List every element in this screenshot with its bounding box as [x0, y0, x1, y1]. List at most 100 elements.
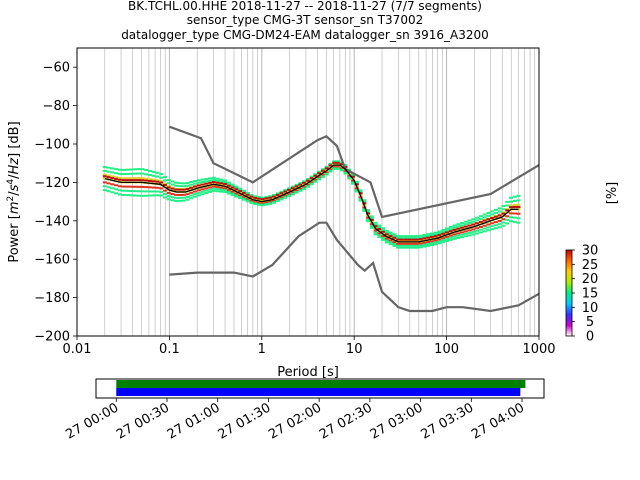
density-mark — [497, 226, 502, 229]
timeline-tick-label: 27 03:00 — [368, 400, 426, 442]
timeline-bars — [116, 380, 526, 396]
density-mark — [320, 173, 325, 176]
density-mark — [114, 168, 119, 171]
density-mark — [482, 216, 487, 219]
density-mark — [102, 175, 107, 178]
timeline-tick-label: 27 00:00 — [63, 400, 121, 442]
density-mark — [362, 199, 367, 202]
density-mark — [335, 161, 340, 164]
density-mark — [505, 218, 510, 221]
density-mark — [505, 200, 510, 203]
density-mark — [253, 196, 258, 199]
density-mark — [298, 183, 303, 186]
density-mark — [407, 246, 412, 249]
density-mark — [366, 218, 371, 221]
density-mark — [136, 172, 141, 175]
density-mark — [253, 201, 258, 204]
density-mark — [230, 190, 235, 193]
density-mark — [407, 244, 412, 247]
colorbar-tick-label: 0 — [586, 330, 594, 345]
density-mark — [219, 180, 224, 183]
density-mark — [508, 196, 513, 199]
density-mark — [501, 205, 506, 208]
density-mark — [238, 197, 243, 200]
density-mark — [422, 245, 427, 248]
density-mark — [324, 167, 329, 170]
density-mark — [497, 210, 502, 213]
density-mark — [418, 244, 423, 247]
density-mark — [437, 234, 442, 237]
density-mark — [467, 221, 472, 224]
density-mark — [208, 179, 213, 182]
density-mark — [102, 181, 107, 184]
density-mark — [448, 225, 453, 228]
density-mark — [332, 167, 337, 170]
density-mark — [196, 194, 201, 197]
density-mark — [463, 223, 468, 226]
density-mark — [166, 195, 171, 198]
density-mark — [381, 238, 386, 241]
density-mark — [433, 235, 438, 238]
density-mark — [441, 239, 446, 242]
density-mark — [475, 216, 480, 219]
density-mark — [309, 178, 314, 181]
density-mark — [268, 195, 273, 198]
density-mark — [264, 203, 269, 206]
density-mark — [174, 181, 179, 184]
density-mark — [508, 200, 513, 203]
density-mark — [129, 179, 134, 182]
density-mark — [516, 199, 521, 202]
density-mark — [328, 164, 333, 167]
density-mark — [441, 232, 446, 235]
density-mark — [140, 179, 145, 182]
timeline-tick-label: 27 01:00 — [165, 400, 223, 442]
density-mark — [166, 182, 171, 185]
density-mark — [245, 193, 250, 196]
density-mark — [403, 238, 408, 241]
density-mark — [264, 202, 269, 205]
density-mark — [234, 185, 239, 188]
density-mark — [147, 179, 152, 182]
density-mark — [125, 185, 130, 188]
density-mark — [332, 166, 337, 169]
density-mark — [418, 236, 423, 239]
timeline-bar-blue — [116, 388, 521, 396]
density-mark — [388, 231, 393, 234]
density-mark — [155, 179, 160, 182]
density-mark — [196, 189, 201, 192]
density-mark — [445, 231, 450, 234]
density-mark — [283, 190, 288, 193]
density-mark — [178, 193, 183, 196]
density-mark — [129, 194, 134, 197]
density-mark — [170, 199, 175, 202]
density-mark — [377, 236, 382, 239]
density-mark — [369, 215, 374, 218]
density-mark — [196, 184, 201, 187]
density-mark — [358, 191, 363, 194]
density-mark — [305, 180, 310, 183]
x-tick-label: 1 — [258, 342, 266, 357]
density-mark — [305, 184, 310, 187]
density-mark — [309, 182, 314, 185]
density-mark — [287, 192, 292, 195]
density-mark — [275, 192, 280, 195]
density-mark — [362, 200, 367, 203]
density-mark — [140, 168, 145, 171]
density-mark — [354, 180, 359, 183]
density-mark — [433, 239, 438, 242]
density-mark — [335, 162, 340, 165]
density-mark — [448, 228, 453, 231]
y-axis-ticks: −200 −180 −160 −140 −120 −100 −80 −60 — [34, 61, 77, 345]
density-mark — [347, 168, 352, 171]
density-mark — [290, 193, 295, 196]
density-mark — [388, 235, 393, 238]
density-mark — [226, 181, 231, 184]
colorbar-tick-label: 25 — [582, 258, 599, 273]
density-mark — [294, 185, 299, 188]
density-mark — [219, 182, 224, 185]
density-mark — [219, 178, 224, 181]
title-line-2: sensor_type CMG-3T sensor_sn T37002 — [187, 13, 423, 27]
density-mark — [388, 243, 393, 246]
density-mark — [512, 220, 517, 223]
density-mark — [174, 200, 179, 203]
